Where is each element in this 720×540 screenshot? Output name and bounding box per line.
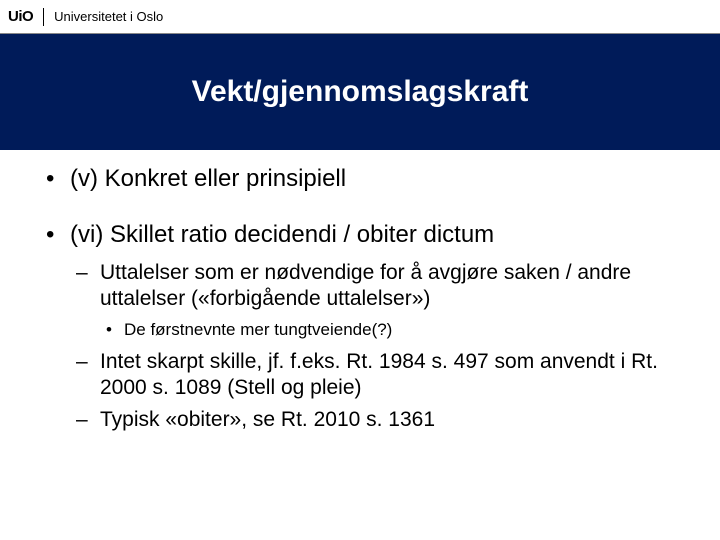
bullet-list-lvl2: Uttalelser som er nødvendige for å avgjø… bbox=[70, 260, 682, 433]
bullet-text: De førstnevnte mer tungtveiende(?) bbox=[124, 320, 392, 339]
logo-separator-icon bbox=[43, 8, 44, 26]
slide: UiO Universitetet i Oslo Vekt/gjennomsla… bbox=[0, 0, 720, 540]
bullet-list-lvl1: (v) Konkret eller prinsipiell (vi) Skill… bbox=[42, 164, 682, 433]
content-area: (v) Konkret eller prinsipiell (vi) Skill… bbox=[42, 164, 682, 459]
bullet-list-lvl3: De førstnevnte mer tungtveiende(?) bbox=[100, 319, 682, 341]
bullet-text: Uttalelser som er nødvendige for å avgjø… bbox=[100, 261, 631, 310]
bullet-text: Typisk «obiter», se Rt. 2010 s. 1361 bbox=[100, 408, 435, 431]
bullet-item: (v) Konkret eller prinsipiell bbox=[42, 164, 682, 194]
title-band: Vekt/gjennomslagskraft bbox=[0, 34, 720, 150]
bullet-item: De førstnevnte mer tungtveiende(?) bbox=[100, 319, 682, 341]
logo-text: UiO bbox=[8, 8, 33, 25]
bullet-item: Intet skarpt skille, jf. f.eks. Rt. 1984… bbox=[70, 349, 682, 402]
institution-name: Universitetet i Oslo bbox=[54, 9, 163, 24]
bullet-item: (vi) Skillet ratio decidendi / obiter di… bbox=[42, 220, 682, 433]
bullet-item: Uttalelser som er nødvendige for å avgjø… bbox=[70, 260, 682, 341]
bullet-text: (vi) Skillet ratio decidendi / obiter di… bbox=[70, 221, 494, 248]
slide-title: Vekt/gjennomslagskraft bbox=[192, 75, 529, 109]
bullet-text: Intet skarpt skille, jf. f.eks. Rt. 1984… bbox=[100, 350, 658, 399]
header-bar: UiO Universitetet i Oslo bbox=[0, 0, 720, 34]
bullet-text: (v) Konkret eller prinsipiell bbox=[70, 165, 346, 192]
bullet-item: Typisk «obiter», se Rt. 2010 s. 1361 bbox=[70, 407, 682, 433]
